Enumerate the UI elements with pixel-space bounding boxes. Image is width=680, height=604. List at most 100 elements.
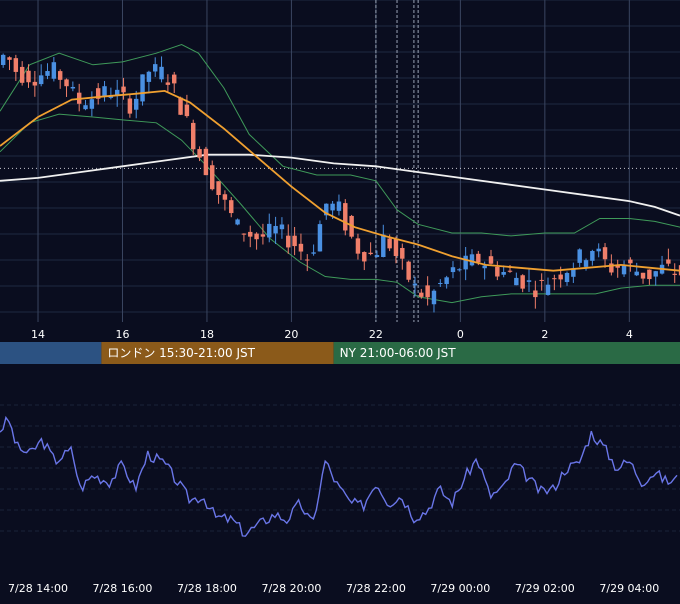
osc-x-tick-label: 7/28 14:00 — [8, 582, 68, 595]
candle-body — [121, 86, 126, 93]
candle-body — [13, 58, 19, 72]
candle-body — [191, 122, 196, 150]
candle-body — [305, 259, 310, 261]
candle-body — [666, 259, 671, 264]
osc-x-tick-label: 7/29 00:00 — [430, 582, 490, 595]
candle-body — [57, 71, 63, 80]
candle-body — [146, 71, 152, 82]
candle-body — [450, 267, 456, 273]
candle-body — [7, 57, 12, 60]
osc-x-tick-label: 7/28 16:00 — [93, 582, 153, 595]
candle-body — [235, 219, 240, 225]
osc-x-tick-label: 7/29 04:00 — [599, 582, 659, 595]
candle-body — [83, 105, 88, 110]
oscillator-line — [0, 415, 678, 537]
main-x-tick-label: 16 — [115, 328, 129, 341]
candle-body — [355, 238, 361, 254]
candle-body — [539, 279, 544, 281]
candle-body — [51, 62, 57, 79]
candle-body — [292, 235, 297, 247]
candle-body — [70, 86, 76, 89]
main-x-tick-label: 20 — [284, 328, 298, 341]
ma-long-line — [0, 153, 680, 217]
candle-body — [368, 252, 373, 255]
candle-body — [507, 270, 513, 272]
candle-body — [653, 271, 658, 277]
main-x-tick-label: 22 — [369, 328, 383, 341]
candle-body — [38, 75, 44, 85]
candle-body — [178, 97, 183, 115]
candle-body — [406, 261, 411, 280]
candle-body — [114, 89, 120, 96]
candle-body — [133, 98, 139, 110]
candle-body — [330, 203, 335, 211]
candle-body — [362, 252, 367, 262]
candle-body — [469, 254, 475, 266]
candle-body — [267, 223, 272, 238]
candle-body — [273, 225, 278, 234]
candle-body — [488, 256, 494, 264]
candle-body — [431, 290, 437, 305]
candle-body — [286, 235, 291, 248]
session-label: ロンドン 15:30-21:00 JST — [107, 346, 255, 360]
candle-body — [153, 64, 158, 72]
candle-body — [438, 282, 443, 284]
candle-body — [495, 266, 500, 277]
session-label: NY 21:00-06:00 JST — [340, 346, 457, 360]
candle-body — [545, 284, 551, 295]
candle-body — [412, 283, 418, 286]
candle-body — [241, 233, 247, 235]
candle-body — [621, 265, 627, 275]
candle-body — [203, 148, 209, 176]
candle-body — [172, 74, 177, 84]
candle-body — [393, 239, 399, 256]
candle-body — [19, 66, 25, 83]
candle-body — [457, 269, 462, 271]
candle-body — [222, 194, 228, 200]
candle-body — [89, 99, 95, 109]
candle-body — [425, 285, 430, 298]
candle-body — [102, 86, 107, 97]
main-x-tick-label: 0 — [457, 328, 464, 341]
candle-body — [210, 165, 215, 190]
bb-lower-line — [0, 113, 680, 304]
session-band — [0, 342, 102, 364]
candle-body — [311, 252, 316, 254]
candle-body — [564, 272, 570, 283]
candle-body — [602, 247, 608, 260]
main-x-tick-label: 14 — [31, 328, 45, 341]
candle-body — [514, 277, 519, 286]
candle-body — [463, 255, 468, 270]
candle-body — [552, 278, 557, 280]
candle-body — [387, 238, 392, 249]
candle-body — [108, 96, 114, 98]
candle-body — [0, 54, 6, 65]
candle-body — [140, 74, 145, 102]
candle-body — [596, 248, 601, 252]
candle-body — [501, 271, 506, 275]
candle-body — [279, 224, 285, 230]
candle-body — [32, 81, 38, 86]
candle-body — [229, 200, 234, 214]
candle-body — [165, 82, 171, 85]
candle-body — [609, 263, 614, 273]
candle-body — [444, 277, 449, 285]
candle-body — [248, 231, 253, 237]
candle-body — [317, 224, 323, 252]
bb-upper-line — [0, 43, 680, 237]
candle-body — [184, 104, 190, 117]
osc-x-tick-label: 7/28 20:00 — [261, 582, 321, 595]
candle-body — [197, 149, 202, 158]
main-x-tick-label: 18 — [200, 328, 214, 341]
candle-body — [298, 243, 304, 252]
candle-body — [336, 201, 342, 211]
candle-body — [526, 280, 532, 282]
candle-body — [324, 203, 329, 216]
candle-body — [647, 269, 652, 280]
candle-body — [343, 203, 348, 231]
candle-body — [476, 253, 481, 263]
candle-body — [260, 234, 266, 237]
candle-body — [216, 181, 221, 196]
